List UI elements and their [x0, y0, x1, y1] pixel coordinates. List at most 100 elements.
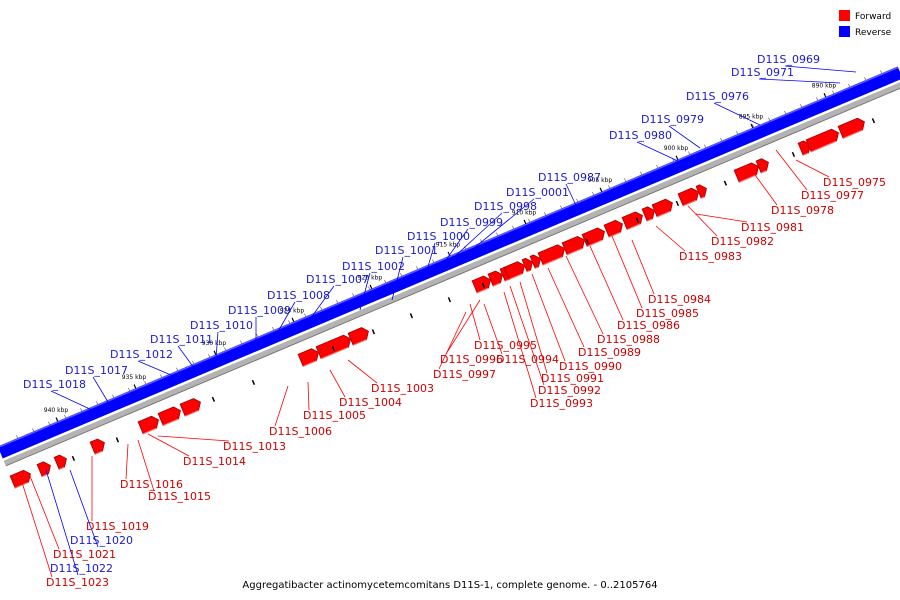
forward-leader-line [519, 281, 548, 374]
reverse-gene-label: D11S_1020 [70, 534, 133, 547]
minor-tick [272, 327, 274, 331]
reverse-gene-label: D11S_1000 [407, 230, 470, 243]
reverse-leader-line [713, 102, 761, 126]
scale-label: 925 kbp [280, 307, 305, 314]
minor-tick [576, 198, 578, 202]
minor-tick [304, 313, 306, 317]
gene-mark [251, 379, 256, 386]
reverse-strand-track [0, 66, 900, 459]
forward-gene-label: D11S_0981 [741, 221, 804, 234]
forward-gene-label: D11S_1021 [53, 548, 116, 561]
scale-label: 915 kbp [436, 241, 461, 248]
minor-tick [64, 414, 66, 418]
minor-tick [112, 394, 114, 398]
forward-gene-arrow [471, 275, 491, 294]
reverse-leader-line [423, 242, 436, 281]
minor-tick [656, 164, 658, 168]
minor-tick [880, 70, 882, 74]
scale-label: 895 kbp [739, 113, 764, 120]
minor-tick [48, 421, 50, 425]
forward-gene-arrow [695, 184, 707, 199]
scale-ticks: 890 kbp 895 kbp 900 kbp 905 kbp 910 kbp 915 k… [16, 70, 882, 439]
reverse-gene-label: D11S_0987 [538, 171, 601, 184]
forward-gene-label: D11S_0989 [578, 346, 641, 359]
minor-tick [496, 232, 498, 236]
minor-tick [832, 90, 834, 94]
reverse-gene-label: D11S_0001 [506, 186, 569, 199]
forward-gene-arrow [837, 117, 865, 139]
forward-gene-arrow [53, 454, 67, 470]
scale-label: 910 kbp [512, 209, 537, 216]
gene-mark [675, 200, 680, 207]
minor-tick [96, 401, 98, 405]
reverse-gene-label: D11S_0969 [757, 53, 820, 66]
forward-gene-shade [626, 223, 641, 230]
axis-band [3, 82, 900, 466]
forward-leader-line [531, 273, 566, 362]
forward-gene-arrow [157, 406, 181, 426]
minor-tick [608, 185, 610, 189]
reverse-leader-line [565, 183, 581, 215]
forward-leader-line [29, 475, 60, 550]
scale-label: 935 kbp [122, 374, 147, 381]
forward-gene-shade [534, 266, 539, 269]
minor-tick [736, 131, 738, 135]
forward-leader-line [157, 435, 230, 442]
minor-tick [192, 360, 194, 364]
minor-tick [352, 293, 354, 297]
forward-gene-shade [162, 418, 179, 426]
forward-gene-label: D11S_0984 [648, 293, 711, 306]
forward-gene-label: D11S_0995 [474, 339, 537, 352]
forward-gene-shade [526, 269, 531, 273]
forward-gene-label: D11S_1006 [269, 425, 332, 438]
reverse-gene-label: D11S_0998 [474, 200, 537, 213]
scale-label: 940 kbp [44, 407, 69, 414]
forward-gene-label: D11S_1013 [223, 440, 286, 453]
forward-leader-line [438, 311, 467, 370]
reverse-gene-label: D11S_0976 [686, 90, 749, 103]
forward-leader-line [795, 159, 830, 178]
forward-gene-label: D11S_1005 [303, 409, 366, 422]
minor-tick [384, 279, 386, 283]
forward-gene-label: D11S_0993 [530, 397, 593, 410]
gene-mark [723, 180, 728, 186]
forward-gene-label: D11S_0985 [636, 307, 699, 320]
forward-leader-line [589, 245, 624, 321]
forward-gene-label: D11S_0975 [823, 176, 886, 189]
forward-leader-line [483, 303, 503, 355]
minor-tick [80, 408, 82, 412]
minor-tick [240, 340, 242, 344]
forward-gene-shade [142, 427, 157, 435]
reverse-leader-line [304, 285, 335, 327]
forward-gene-arrow [805, 128, 839, 153]
scale-label: 900 kbp [664, 145, 689, 152]
forward-leader-line [147, 433, 190, 457]
legend-forward-label: Forward [855, 12, 891, 22]
forward-leader-line [631, 239, 655, 295]
forward-gene-shade [842, 129, 863, 139]
reverse-gene-label: D11S_1012 [110, 348, 173, 361]
axis-line [5, 87, 900, 467]
reverse-leader-line [359, 272, 371, 311]
minor-tick [256, 333, 258, 337]
gene-mark [371, 329, 376, 335]
scale-label: 905 kbp [588, 177, 613, 184]
minor-tick [864, 77, 866, 81]
forward-leader-line [125, 443, 129, 480]
forward-gene-shade [810, 140, 837, 153]
forward-gene-label: D11S_1015 [148, 490, 211, 503]
forward-leader-line [137, 439, 155, 492]
reverse-leader-line [92, 376, 109, 403]
forward-gene-shade [476, 287, 489, 294]
reverse-leader-line [668, 125, 701, 149]
minor-tick [528, 218, 530, 222]
forward-leader-line [503, 291, 537, 399]
forward-leader-line [19, 475, 53, 578]
reverse-gene-label: D11S_0971 [731, 66, 794, 79]
forward-gene-arrow [603, 219, 623, 238]
minor-tick [144, 381, 146, 385]
forward-gene-shade [320, 346, 349, 360]
forward-gene-shade [508, 273, 523, 280]
forward-gene-shade [700, 196, 705, 199]
minor-tick [224, 347, 226, 351]
